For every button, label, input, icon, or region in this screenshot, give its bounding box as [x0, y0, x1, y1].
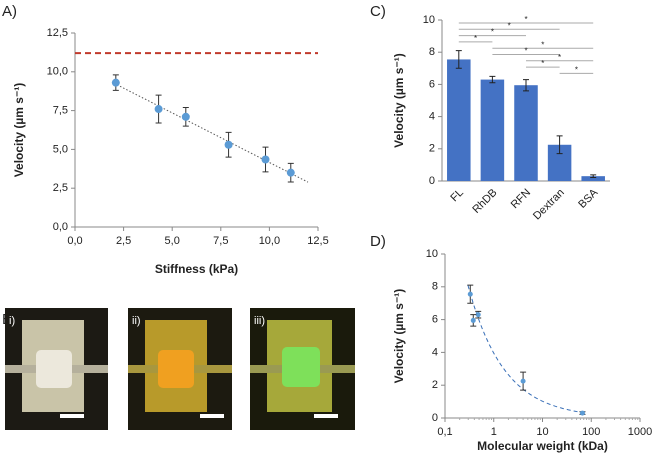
- y-tick-label: 0: [429, 175, 435, 187]
- x-axis-title: Stiffness (kPa): [155, 262, 238, 276]
- x-tick-label: 10,0: [259, 235, 280, 247]
- bar: [480, 79, 505, 181]
- bar: [547, 144, 572, 181]
- point: [181, 112, 190, 121]
- y-tick-label: 12,5: [47, 27, 68, 39]
- panel-label: A): [2, 3, 17, 20]
- y-tick-label: 0: [432, 412, 438, 424]
- x-tick-label: 5,0: [165, 235, 180, 247]
- error-bar: [556, 135, 563, 155]
- y-axis-title: Velocity (µm s⁻¹): [392, 53, 406, 148]
- scale-bar: [314, 414, 338, 418]
- point: [475, 312, 481, 318]
- significance-label: *: [558, 53, 561, 62]
- x-tick-label: 100: [582, 426, 600, 438]
- y-tick-label: 5,0: [53, 143, 68, 155]
- bar: [447, 59, 471, 181]
- x-tick-label: 0,1: [437, 426, 452, 438]
- x-tick-label: FL: [448, 187, 466, 205]
- image-label: ii): [132, 315, 141, 327]
- y-tick-label: 4: [432, 346, 438, 358]
- error-bar: [523, 79, 529, 92]
- chamber: [36, 350, 72, 388]
- y-tick-label: 2: [429, 143, 435, 155]
- significance-label: *: [575, 66, 578, 75]
- y-tick-label: 6: [429, 78, 435, 90]
- point: [579, 410, 585, 416]
- x-tick-label: RFN: [509, 187, 534, 212]
- bar: [514, 85, 538, 181]
- y-axis-title: Velocity (µm s⁻¹): [12, 83, 26, 178]
- x-tick-label: 10: [536, 426, 548, 438]
- significance-label: *: [524, 47, 527, 56]
- y-tick-label: 0,0: [53, 221, 68, 233]
- panel-label: C): [370, 3, 386, 20]
- point: [261, 155, 270, 164]
- x-tick-label: RhDB: [470, 187, 499, 216]
- y-tick-label: 2,5: [53, 182, 68, 194]
- y-tick-label: 4: [429, 111, 435, 123]
- y-tick-label: 2: [432, 379, 438, 391]
- chamber: [158, 350, 194, 388]
- point: [154, 105, 163, 114]
- image-label: iii): [254, 315, 265, 327]
- significance-label: *: [491, 28, 494, 37]
- bar: [581, 176, 605, 181]
- image-label: i): [9, 315, 15, 327]
- trendline: [113, 82, 309, 183]
- x-tick-label: Dextran: [531, 187, 567, 223]
- x-tick-label: 2,5: [116, 235, 131, 247]
- chamber: [282, 347, 320, 387]
- x-tick-label: 1000: [628, 426, 652, 438]
- significance-label: *: [474, 34, 477, 43]
- y-tick-label: 6: [432, 314, 438, 326]
- trendline: [467, 285, 585, 414]
- panel-label: D): [370, 233, 386, 250]
- y-tick-label: 8: [432, 281, 438, 293]
- x-tick-label: 0,0: [67, 235, 82, 247]
- y-tick-label: 10,0: [47, 66, 68, 78]
- x-axis-title: Molecular weight (kDa): [477, 439, 608, 453]
- point: [286, 168, 295, 177]
- x-tick-label: 7,5: [213, 235, 228, 247]
- x-tick-label: 1: [491, 426, 497, 438]
- point: [224, 140, 233, 149]
- error-bar: [590, 174, 597, 178]
- scale-bar: [60, 414, 84, 418]
- significance-label: *: [524, 15, 527, 24]
- y-tick-label: 10: [423, 14, 435, 26]
- y-tick-label: 10: [426, 248, 438, 260]
- error-bar: [489, 75, 496, 84]
- image-panel: [5, 308, 355, 430]
- significance-label: *: [541, 59, 544, 68]
- point: [470, 317, 476, 323]
- y-axis-title: Velocity (µm s⁻¹): [392, 289, 406, 384]
- x-tick-label: 12,5: [307, 235, 328, 247]
- significance-label: *: [508, 21, 511, 30]
- y-tick-label: 7,5: [53, 105, 68, 117]
- y-tick-label: 8: [429, 46, 435, 58]
- point: [520, 378, 526, 384]
- error-bar: [455, 50, 462, 69]
- point: [467, 291, 473, 297]
- scale-bar: [200, 414, 224, 418]
- point: [111, 78, 120, 87]
- significance-label: *: [541, 40, 544, 49]
- x-tick-label: BSA: [576, 186, 601, 211]
